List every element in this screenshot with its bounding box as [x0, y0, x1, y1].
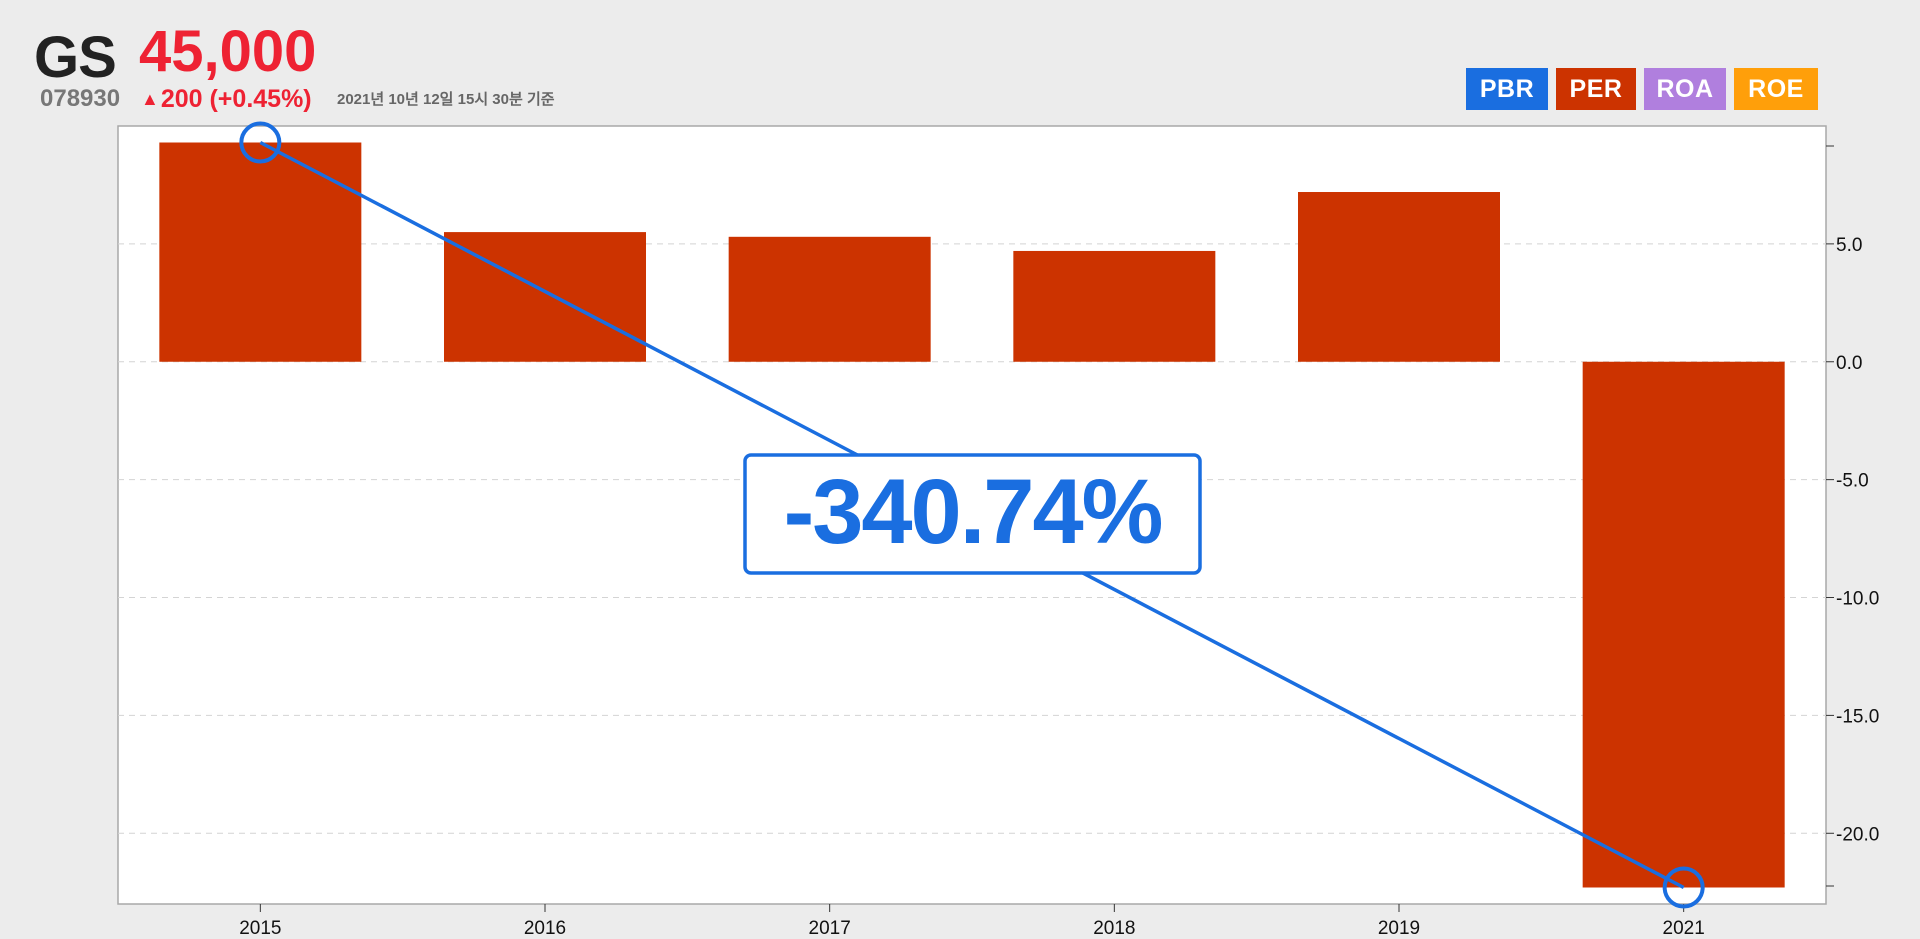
bar-2016	[444, 232, 646, 362]
bar-2021	[1582, 361, 1785, 888]
bar-2017	[728, 236, 931, 362]
price-change: ▲200 (+0.45%)	[141, 84, 312, 114]
x-tick-label: 2015	[239, 918, 281, 939]
start-marker	[239, 121, 282, 164]
y-tick-label: -5.0	[1836, 471, 1869, 492]
y-tick-label: 5.0	[1836, 235, 1862, 256]
x-tick-label: 2017	[809, 918, 851, 939]
x-tick-label: 2016	[524, 918, 566, 939]
tab-roa[interactable]: ROA	[1644, 68, 1726, 110]
x-tick-label: 2018	[1093, 918, 1135, 939]
stock-code: 078930	[40, 85, 121, 112]
end-marker	[1662, 866, 1705, 909]
change-percent-label: -340.74%	[784, 461, 1162, 563]
y-tick-label: -15.0	[1836, 706, 1879, 727]
bar-2019	[1298, 192, 1500, 362]
tab-roe[interactable]: ROE	[1734, 68, 1818, 110]
tab-per[interactable]: PER	[1556, 68, 1636, 110]
as-of-timestamp: 2021년 10년 12일 15시 30분 기준	[337, 91, 555, 108]
y-tick-label: -20.0	[1836, 824, 1879, 845]
x-tick-label: 2019	[1378, 918, 1420, 939]
y-tick-label: 0.0	[1836, 353, 1862, 374]
change-label-box	[743, 453, 1202, 575]
price-change-value: 200 (+0.45%)	[160, 85, 312, 113]
bar-2015	[159, 142, 362, 362]
tab-pbr[interactable]: PBR	[1466, 68, 1548, 110]
stock-price: 45,000	[139, 19, 317, 84]
up-triangle-icon: ▲	[141, 89, 159, 109]
metric-tabs: PBR PER ROA ROE	[1466, 68, 1818, 110]
stock-name: GS	[34, 25, 117, 90]
y-tick-label: -10.0	[1836, 589, 1879, 610]
bar-2018	[1013, 250, 1216, 362]
x-tick-label: 2021	[1663, 918, 1705, 939]
stock-header: GS 45,000 078930 ▲200 (+0.45%) 2021년 10년…	[0, 0, 1920, 125]
